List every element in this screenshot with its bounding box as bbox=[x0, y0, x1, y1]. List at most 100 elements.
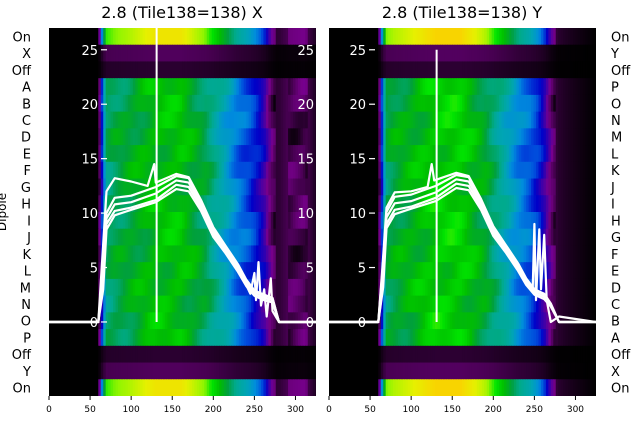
heatmap-cell bbox=[174, 228, 178, 247]
heatmap-cell bbox=[447, 345, 451, 364]
heatmap-cell bbox=[93, 195, 97, 213]
heatmap-cell bbox=[518, 161, 522, 180]
heatmap-cell bbox=[241, 312, 245, 330]
heatmap-cell bbox=[293, 28, 297, 46]
heatmap-cell bbox=[590, 78, 594, 96]
heatmap-cell bbox=[201, 128, 205, 146]
heatmap-cell bbox=[499, 312, 503, 330]
heatmap-cell bbox=[365, 212, 370, 230]
heatmap-cell bbox=[459, 61, 463, 79]
heatmap-cell bbox=[356, 245, 360, 263]
heatmap-cell bbox=[61, 228, 65, 247]
heatmap-cell bbox=[526, 44, 530, 63]
heatmap-cell bbox=[452, 195, 456, 213]
heatmap-cell bbox=[211, 111, 215, 129]
heatmap-cell bbox=[76, 61, 80, 79]
heatmap-cell bbox=[338, 61, 342, 79]
heatmap-cell bbox=[145, 329, 149, 347]
heatmap-cell bbox=[315, 262, 316, 280]
heatmap-cell bbox=[540, 228, 545, 247]
heatmap-cell bbox=[432, 28, 436, 46]
heatmap-cell bbox=[169, 94, 173, 113]
heatmap-cell bbox=[457, 228, 461, 247]
heatmap-cell bbox=[449, 245, 453, 263]
heatmap-cell bbox=[516, 78, 520, 96]
heatmap-cell bbox=[145, 94, 149, 113]
heatmap-cell bbox=[548, 262, 552, 280]
heatmap-cell bbox=[361, 128, 365, 146]
dipole-row-label: L bbox=[611, 148, 619, 163]
heatmap-cell bbox=[103, 295, 107, 313]
heatmap-cell bbox=[103, 94, 107, 113]
heatmap-cell bbox=[516, 345, 520, 364]
heatmap-cell bbox=[516, 94, 520, 113]
heatmap-cell bbox=[412, 78, 416, 96]
heatmap-cell bbox=[310, 195, 314, 213]
heatmap-cell bbox=[587, 44, 591, 63]
heatmap-cell bbox=[425, 295, 429, 313]
heatmap-cell bbox=[573, 61, 577, 79]
heatmap-cell bbox=[172, 78, 176, 96]
heatmap-cell bbox=[312, 278, 316, 297]
heatmap-cell bbox=[481, 362, 485, 380]
heatmap-cell bbox=[115, 295, 119, 313]
heatmap-cell bbox=[194, 362, 198, 380]
heatmap-cell bbox=[113, 362, 117, 380]
heatmap-cell bbox=[343, 94, 347, 113]
heatmap-cell bbox=[368, 228, 372, 247]
heatmap-cell bbox=[388, 345, 392, 364]
heatmap-cell bbox=[214, 295, 218, 313]
heatmap-cell bbox=[417, 128, 421, 146]
heatmap-cell bbox=[555, 345, 559, 364]
heatmap-cell bbox=[120, 145, 124, 163]
heatmap-cell bbox=[523, 195, 527, 213]
heatmap-cell bbox=[216, 61, 220, 79]
heatmap-cell bbox=[293, 262, 297, 280]
heatmap-cell bbox=[516, 295, 520, 313]
heatmap-cell bbox=[140, 278, 144, 297]
heatmap-cell bbox=[150, 145, 154, 163]
heatmap-cell bbox=[503, 295, 508, 313]
heatmap-cell bbox=[231, 111, 235, 129]
heatmap-cell bbox=[83, 379, 87, 396]
heatmap-cell bbox=[501, 161, 505, 180]
heatmap-cell bbox=[68, 94, 72, 113]
heatmap-cell bbox=[563, 61, 567, 79]
heatmap-cell bbox=[405, 278, 409, 297]
heatmap-cell bbox=[216, 44, 220, 63]
heatmap-cell bbox=[521, 94, 525, 113]
heatmap-cell bbox=[560, 161, 564, 180]
heatmap-cell bbox=[172, 329, 176, 347]
heatmap-cell bbox=[305, 28, 309, 46]
heatmap-cell bbox=[204, 161, 208, 180]
heatmap-cell bbox=[211, 44, 215, 63]
heatmap-cell bbox=[365, 245, 370, 263]
heatmap-cell bbox=[373, 278, 377, 297]
dipole-row-label: D bbox=[21, 131, 31, 146]
heatmap-cell bbox=[595, 61, 596, 79]
heatmap-cell bbox=[83, 345, 87, 364]
heatmap-cell bbox=[142, 145, 146, 163]
heatmap-cell bbox=[508, 379, 512, 396]
heatmap-cell bbox=[484, 195, 488, 213]
heatmap-cell bbox=[231, 94, 235, 113]
heatmap-cell bbox=[543, 145, 547, 163]
heatmap-cell bbox=[503, 94, 508, 113]
dipole-row-label: On bbox=[13, 382, 31, 397]
overlay-y-tick-label-secondary: 25 bbox=[297, 44, 314, 59]
heatmap-cell bbox=[501, 145, 505, 163]
heatmap-cell bbox=[253, 245, 257, 263]
heatmap-cell bbox=[380, 161, 384, 180]
heatmap-cell bbox=[518, 362, 522, 380]
heatmap-cell bbox=[457, 212, 461, 230]
heatmap-cell bbox=[378, 78, 382, 96]
heatmap-cell bbox=[398, 94, 402, 113]
heatmap-cell bbox=[288, 44, 292, 63]
heatmap-cell bbox=[312, 94, 316, 113]
heatmap-cell bbox=[201, 111, 205, 129]
heatmap-cell bbox=[85, 362, 90, 380]
heatmap-cell bbox=[558, 161, 562, 180]
heatmap-cell bbox=[268, 345, 272, 364]
heatmap-cell bbox=[548, 94, 552, 113]
heatmap-cell bbox=[513, 44, 517, 63]
